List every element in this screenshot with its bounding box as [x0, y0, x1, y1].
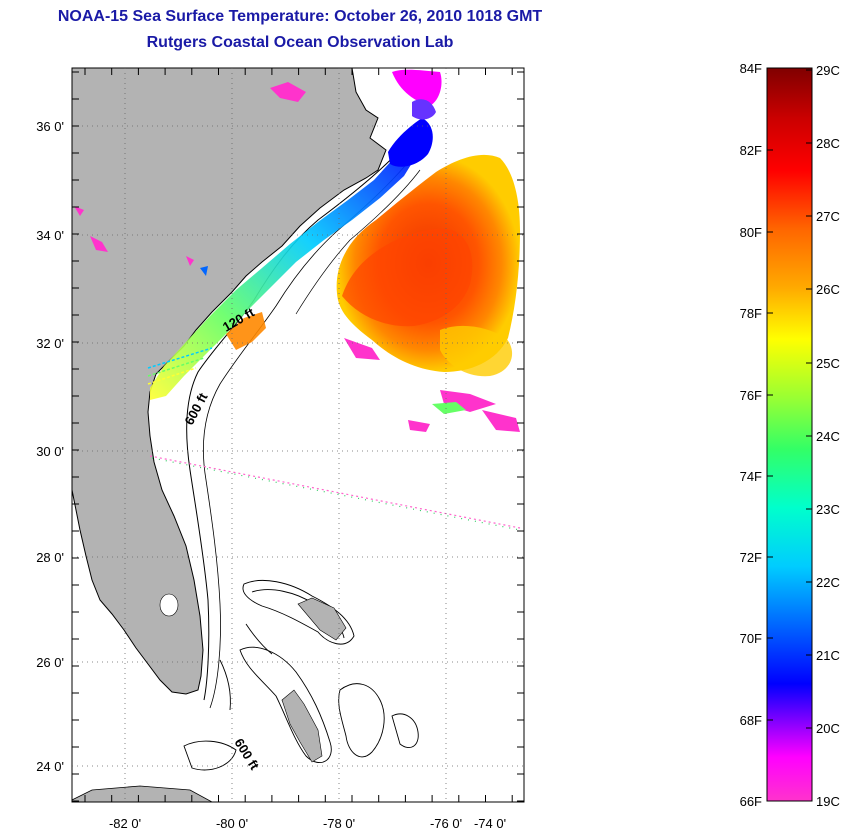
- lon-tick-label: -74 0': [474, 816, 506, 831]
- map-title: NOAA-15 Sea Surface Temperature: October…: [57, 8, 543, 25]
- sst-data: [74, 69, 521, 531]
- colorbar-f-label: 84F: [740, 61, 762, 76]
- land-abaco: [297, 597, 347, 641]
- graticule: [72, 68, 524, 802]
- colorbar-c-label: 19C: [816, 794, 840, 809]
- land-mainland: [72, 68, 387, 695]
- colorbar-c-label: 21C: [816, 648, 840, 663]
- contour-600ft: [202, 159, 411, 709]
- contour-120ft: [186, 149, 401, 701]
- lat-tick-label: 28 0': [36, 550, 64, 565]
- colorbar-c-label: 24C: [816, 429, 840, 444]
- lat-tick-label: 30 0': [36, 444, 64, 459]
- lat-tick-label: 24 0': [36, 759, 64, 774]
- colorbar-c-label: 22C: [816, 575, 840, 590]
- lon-tick-label: -78 0': [323, 816, 355, 831]
- colorbar-celsius-labels: 29C 28C 27C 26C 25C 24C 23C 22C 21C 20C 19C: [806, 63, 840, 809]
- colorbar-f-label: 78F: [740, 306, 762, 321]
- lon-tick-label: -80 0': [216, 816, 248, 831]
- lon-tick-label: -82 0': [109, 816, 141, 831]
- colorbar-f-label: 72F: [740, 550, 762, 565]
- colorbar-f-label: 82F: [740, 143, 762, 158]
- lat-tick-label: 34 0': [36, 228, 64, 243]
- lat-tick-label: 26 0': [36, 655, 64, 670]
- colorbar-f-label: 70F: [740, 631, 762, 646]
- colorbar-c-label: 23C: [816, 502, 840, 517]
- land-cuba: [72, 785, 213, 802]
- colorbar-c-label: 26C: [816, 282, 840, 297]
- colorbar-fahrenheit-labels: 84F 82F 80F 78F 76F 74F 72F 70F 68F 66F: [740, 61, 773, 809]
- colorbar-c-label: 27C: [816, 209, 840, 224]
- colorbar-gradient: [766, 67, 813, 802]
- colorbar-c-label: 25C: [816, 356, 840, 371]
- colorbar-f-label: 68F: [740, 713, 762, 728]
- map-frame: [71, 67, 525, 803]
- colorbar-c-label: 20C: [816, 721, 840, 736]
- lat-tick-label: 36 0': [36, 119, 64, 134]
- land-andros: [281, 689, 323, 763]
- colorbar-c-label: 29C: [816, 63, 840, 78]
- colorbar-c-label: 28C: [816, 136, 840, 151]
- colorbar-f-label: 76F: [740, 388, 762, 403]
- longitude-labels: -82 0' -80 0' -78 0' -76 0' -74 0': [109, 816, 506, 831]
- map-content: [72, 68, 524, 802]
- colorbar-f-label: 80F: [740, 225, 762, 240]
- colorbar-f-label: 66F: [740, 794, 762, 809]
- latitude-labels: 36 0' 34 0' 32 0' 30 0' 28 0' 26 0' 24 0': [36, 119, 64, 774]
- colorbar-f-label: 74F: [740, 469, 762, 484]
- lake-okeechobee: [159, 593, 179, 617]
- lat-tick-label: 32 0': [36, 336, 64, 351]
- map-subtitle: Rutgers Coastal Ocean Observation Lab: [146, 34, 454, 51]
- lon-tick-label: -76 0': [430, 816, 462, 831]
- colorbar: 84F 82F 80F 78F 76F 74F 72F 70F 68F 66F 29C 28C 27C…: [740, 61, 840, 809]
